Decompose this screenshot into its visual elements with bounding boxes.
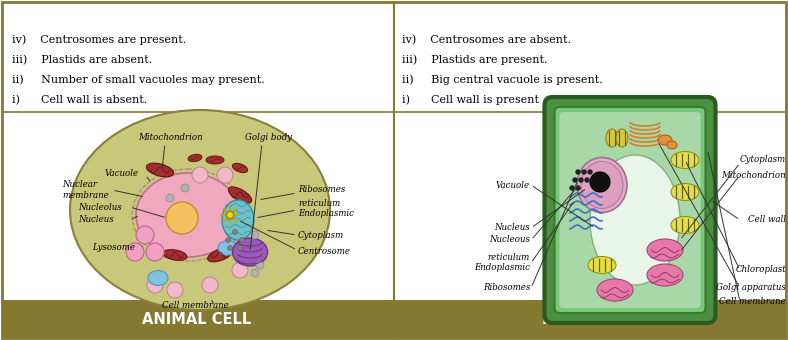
Circle shape [232, 230, 237, 235]
Text: Cell membrane: Cell membrane [719, 298, 786, 306]
Text: Nucleus: Nucleus [78, 216, 113, 224]
Text: Nucleus: Nucleus [494, 223, 530, 233]
Ellipse shape [208, 248, 232, 262]
Text: Mitochondrion: Mitochondrion [721, 170, 786, 180]
Circle shape [146, 243, 164, 261]
Circle shape [202, 277, 218, 293]
Ellipse shape [616, 129, 628, 147]
Circle shape [147, 277, 163, 293]
Text: iv)    Centrosomes are absent.: iv) Centrosomes are absent. [402, 35, 571, 45]
Text: reticulum: reticulum [298, 199, 340, 207]
Circle shape [136, 226, 154, 244]
Text: Endoplasmic: Endoplasmic [298, 208, 354, 218]
Ellipse shape [671, 152, 699, 169]
Ellipse shape [577, 157, 627, 212]
Text: i)      Cell wall is present: i) Cell wall is present [402, 95, 539, 105]
Circle shape [225, 238, 231, 242]
Circle shape [181, 184, 189, 192]
Text: i)      Cell wall is absent.: i) Cell wall is absent. [12, 95, 147, 105]
Text: Cytoplasm: Cytoplasm [298, 231, 344, 239]
Circle shape [575, 170, 581, 174]
Text: iii)    Plastids are present.: iii) Plastids are present. [402, 55, 548, 65]
Circle shape [232, 262, 248, 278]
Text: Lysosome: Lysosome [92, 243, 135, 253]
Circle shape [166, 211, 174, 219]
Ellipse shape [148, 271, 168, 286]
Circle shape [573, 177, 578, 183]
Circle shape [240, 238, 244, 242]
Text: Chloroplast: Chloroplast [735, 266, 786, 274]
Circle shape [585, 177, 589, 183]
Text: Cell membrane: Cell membrane [162, 301, 229, 309]
Ellipse shape [188, 154, 202, 162]
Ellipse shape [658, 135, 672, 145]
Circle shape [251, 231, 259, 239]
Text: Nucleous: Nucleous [489, 236, 530, 244]
Ellipse shape [597, 279, 633, 301]
Ellipse shape [136, 173, 240, 257]
Text: reticulum: reticulum [488, 254, 530, 262]
Circle shape [570, 186, 574, 190]
Text: Mitochondrion: Mitochondrion [138, 134, 203, 142]
Text: Vacuole: Vacuole [105, 169, 139, 177]
Text: ii)     Number of small vacuoles may present.: ii) Number of small vacuoles may present… [12, 75, 265, 85]
Circle shape [588, 170, 593, 174]
Ellipse shape [232, 238, 267, 266]
Ellipse shape [163, 250, 187, 260]
Text: Centrosome: Centrosome [298, 248, 351, 256]
Ellipse shape [647, 239, 683, 261]
Ellipse shape [588, 256, 616, 273]
Circle shape [575, 186, 581, 190]
Ellipse shape [229, 187, 251, 203]
Text: iv)    Centrosomes are present.: iv) Centrosomes are present. [12, 35, 186, 45]
Circle shape [217, 167, 233, 183]
Ellipse shape [147, 163, 173, 177]
Text: Ribosomes: Ribosomes [483, 284, 530, 292]
Ellipse shape [70, 110, 330, 310]
Text: Endoplasmic: Endoplasmic [474, 264, 530, 272]
Text: Nuclear
membrane: Nuclear membrane [62, 180, 109, 200]
Text: Golgi body: Golgi body [245, 134, 292, 142]
Text: Cytoplasm: Cytoplasm [740, 155, 786, 165]
Circle shape [167, 282, 183, 298]
FancyBboxPatch shape [559, 112, 701, 308]
Text: Cell wall: Cell wall [748, 216, 786, 224]
Ellipse shape [671, 217, 699, 234]
Circle shape [192, 167, 208, 183]
Text: ANIMAL CELL: ANIMAL CELL [143, 311, 251, 326]
Text: ii)     Big central vacuole is present.: ii) Big central vacuole is present. [402, 75, 603, 85]
Ellipse shape [581, 162, 623, 208]
FancyBboxPatch shape [545, 97, 716, 323]
Ellipse shape [606, 129, 618, 147]
Circle shape [228, 245, 232, 251]
Circle shape [590, 172, 610, 192]
Circle shape [166, 194, 174, 202]
Circle shape [251, 269, 259, 277]
Circle shape [256, 261, 264, 269]
Text: Nucleolus: Nucleolus [78, 203, 121, 211]
Ellipse shape [232, 163, 247, 173]
Circle shape [578, 177, 583, 183]
Text: Vacuole: Vacuole [496, 181, 530, 189]
Text: PLANT CELL: PLANT CELL [541, 311, 641, 326]
Circle shape [126, 243, 144, 261]
Ellipse shape [671, 184, 699, 201]
Ellipse shape [590, 155, 680, 285]
Circle shape [237, 245, 243, 251]
Circle shape [582, 170, 586, 174]
Text: Ribosomes: Ribosomes [298, 186, 345, 194]
Circle shape [166, 202, 198, 234]
Bar [2, 300, 786, 338]
Ellipse shape [206, 156, 224, 164]
Ellipse shape [222, 200, 254, 240]
Text: Golgi apparatus: Golgi apparatus [716, 284, 786, 292]
Ellipse shape [218, 240, 238, 255]
Ellipse shape [667, 141, 677, 149]
Text: iii)    Plastids are absent.: iii) Plastids are absent. [12, 55, 152, 65]
Ellipse shape [647, 264, 683, 286]
FancyBboxPatch shape [555, 107, 705, 313]
Circle shape [226, 211, 233, 219]
